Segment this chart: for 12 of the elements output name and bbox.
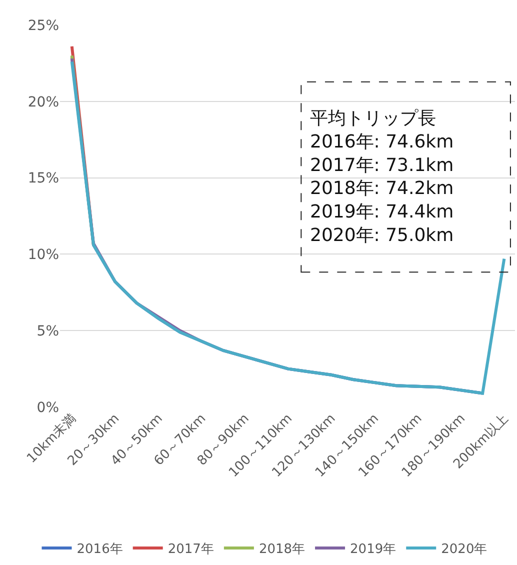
y-tick-label: 5% (36, 324, 59, 340)
legend-label: 2019年 (350, 542, 396, 558)
y-tick-label: 20% (28, 94, 59, 110)
legend-label: 2018年 (258, 542, 306, 558)
legend-label: 2020年 (441, 542, 488, 558)
legend-label: 2016年 (76, 542, 123, 558)
y-tick-label: 25% (28, 18, 59, 34)
y-tick-label: 0% (36, 400, 59, 416)
legend-label: 2017年 (168, 542, 214, 558)
y-tick-label: 10% (28, 247, 59, 264)
annotation: 平均トリップ長 2016年: 74.6km 2017年: 73.1km 2018年: 74.2km 2019年: 74.4km 2020年: 75.0km (310, 108, 454, 246)
y-tick-label: 15% (28, 170, 59, 187)
